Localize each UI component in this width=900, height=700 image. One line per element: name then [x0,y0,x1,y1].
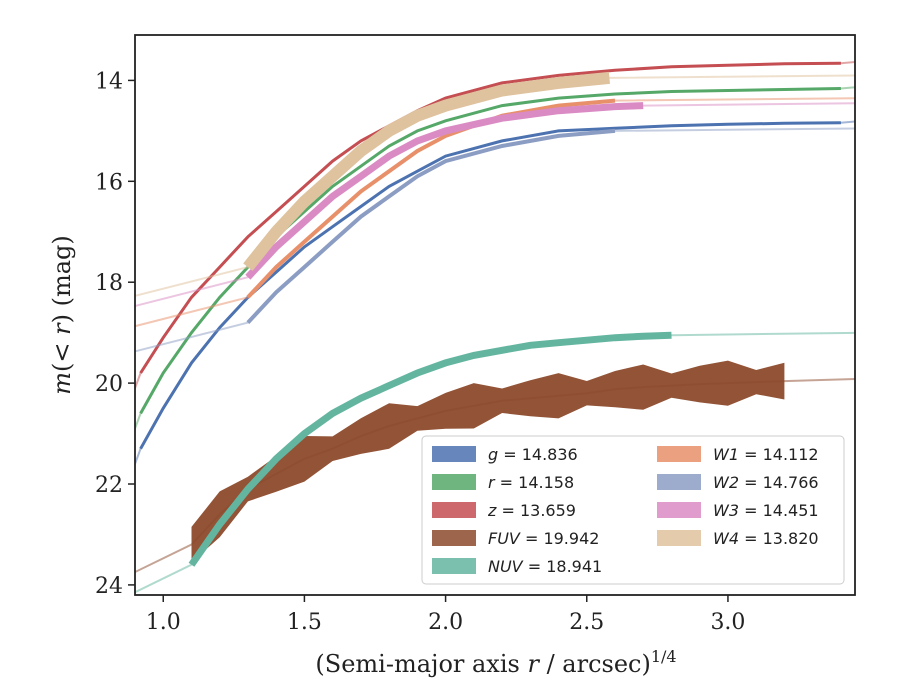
series-W2 [135,127,855,353]
series-data-line [188,331,672,567]
x-tick-label: 3.0 [710,610,745,635]
legend-series-name: FUV [488,529,521,548]
legend-series-value: = 14.451 [739,501,819,520]
series-FUV [135,360,855,574]
legend-series-value: = 14.112 [739,445,819,464]
y-axis-label-r: r [48,322,76,335]
legend-item-g: g = 14.836 [432,445,578,464]
legend-item-W1: W1 = 14.112 [657,445,819,464]
series-data-line [139,121,841,450]
legend-swatch [432,558,476,574]
x-tick-label: 2.5 [569,610,604,635]
legend-swatch [432,474,476,490]
legend-series-name: W4 [713,529,739,548]
legend-series-value: = 13.659 [496,501,576,520]
legend-item-W2: W2 = 14.766 [657,473,819,492]
x-tick-label: 1.0 [146,610,181,635]
legend-swatch [657,474,701,490]
legend-series-name: g [488,445,498,464]
legend-item-z: z = 13.659 [432,501,576,520]
legend-series-value: = 14.836 [498,445,578,464]
legend-label: W3 = 14.451 [713,501,819,520]
legend-series-value: = 13.820 [739,529,819,548]
legend-series-name: W3 [713,501,739,520]
legend-series-value: = 19.942 [520,529,600,548]
y-tick-label: 24 [95,574,123,599]
y-axis: 14 16 18 20 22 24 [95,69,135,599]
x-tick-label: 2.0 [428,610,463,635]
legend-label: FUV = 19.942 [488,529,599,548]
y-tick-label: 14 [95,69,123,94]
y-axis-label-close: ) [48,314,76,323]
legend-series-value: = 14.766 [739,473,819,492]
y-axis-label-unit: (mag) [48,235,76,314]
y-axis-label: m(< r) (mag) [48,235,76,395]
legend-box [421,435,845,585]
legend-label: z = 13.659 [487,501,576,520]
series-data-line [139,87,841,415]
legend-swatch [432,502,476,518]
legend-series-name: z [487,501,497,520]
legend-item-r: r = 14.158 [432,473,574,492]
legend-label: W1 = 14.112 [713,445,819,464]
legend-label: r = 14.158 [488,473,574,492]
series-band [191,360,785,563]
legend-series-name: NUV [488,557,524,576]
legend-series-name: W2 [713,473,739,492]
series-g [135,120,855,467]
plot-area [135,60,855,594]
x-axis: 1.0 1.5 2.0 2.5 3.0 [146,595,745,635]
legend-series-value: = 14.158 [495,473,575,492]
y-tick-label: 18 [95,271,123,296]
y-tick-label: 20 [95,372,123,397]
series-W4 [135,71,855,297]
legend-series-name: r [488,473,496,492]
x-axis-label-sup: 1/4 [651,647,677,666]
y-tick-label: 16 [95,170,123,195]
legend-swatch [432,446,476,462]
y-axis-label-open: (< [48,335,76,372]
y-axis-label-m: m [48,372,76,395]
legend-item-NUV: NUV = 18.941 [432,557,602,576]
legend-label: NUV = 18.941 [488,557,602,576]
y-tick-label: 22 [95,473,123,498]
legend-label: W4 = 13.820 [713,529,819,548]
series-data-line [243,71,610,271]
legend-item-FUV: FUV = 19.942 [432,529,599,548]
x-axis-label-post: / arcsec) [539,650,651,678]
series-data-line [246,128,616,324]
plot-frame [134,34,856,596]
x-axis-label-pre: (Semi-major axis [315,650,527,678]
legend-item-W3: W3 = 14.451 [657,501,819,520]
legend-label: W2 = 14.766 [713,473,819,492]
legend-swatch [657,446,701,462]
series-r [135,86,855,432]
series-data-line [245,102,644,280]
series-W3 [135,102,855,308]
legend-swatch [432,530,476,546]
x-tick-label: 1.5 [287,610,322,635]
series-NUV [135,331,855,594]
legend-label: g = 14.836 [488,445,578,464]
x-axis-label-var: r [527,650,540,678]
legend-item-W4: W4 = 13.820 [657,529,819,548]
legend-swatch [657,502,701,518]
legend-series-value: = 18.941 [523,557,603,576]
x-axis-label: (Semi-major axis r / arcsec)1/4 [315,647,676,678]
legend-series-name: W1 [713,445,739,464]
legend-swatch [657,530,701,546]
